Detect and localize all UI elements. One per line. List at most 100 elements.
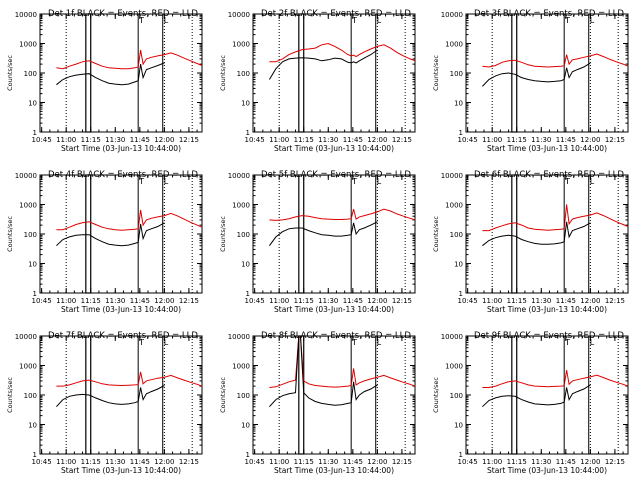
y-tick-label: 1000 xyxy=(19,202,37,210)
y-tick-label: 10000 xyxy=(441,172,463,180)
x-tick-label: 11:15 xyxy=(507,297,527,305)
y-tick-label: 1 xyxy=(33,290,37,298)
x-tick-label: 11:15 xyxy=(294,458,314,466)
y-tick-label: 1 xyxy=(246,451,250,459)
x-axis-label: Start Time (03-Jun-13 10:44:00) xyxy=(61,144,181,153)
x-tick-label: 11:30 xyxy=(318,136,338,144)
x-tick-label: 11:45 xyxy=(130,458,150,466)
events-series-line xyxy=(56,222,165,247)
y-tick-label: 10 xyxy=(454,100,463,108)
y-tick-label: 1000 xyxy=(232,202,250,210)
x-tick-label: 12:00 xyxy=(154,136,174,144)
events-series-line xyxy=(268,221,378,246)
y-tick-label: 10 xyxy=(241,422,250,430)
x-tick-label: 12:00 xyxy=(367,297,387,305)
y-tick-label: 10 xyxy=(28,422,37,430)
x-tick-label: 11:15 xyxy=(81,458,101,466)
marker-flag-T: T xyxy=(564,16,570,25)
panel-5: Det 5f BLACK = Events, RED = LLD11010010… xyxy=(219,170,416,314)
y-tick-label: 100 xyxy=(237,70,250,78)
y-tick-label: 1000 xyxy=(445,363,463,371)
x-tick-label: 10:45 xyxy=(245,458,265,466)
x-tick-label: 10:45 xyxy=(458,458,478,466)
y-axis-label: Counts/sec xyxy=(6,377,14,413)
y-axis-label: Counts/sec xyxy=(6,55,14,91)
lld-series-line xyxy=(482,370,629,388)
marker-flag-L: L xyxy=(164,338,169,347)
marker-flag-L: L xyxy=(164,177,169,186)
marker-flag-T: T xyxy=(138,177,144,186)
y-tick-label: 1000 xyxy=(232,363,250,371)
y-tick-label: 100 xyxy=(237,392,250,400)
x-tick-label: 12:00 xyxy=(154,458,174,466)
y-tick-label: 100 xyxy=(450,231,463,239)
y-tick-label: 10 xyxy=(28,100,37,108)
panel-9: Det 9f BLACK = Events, RED = LLD11010010… xyxy=(432,331,629,475)
plot-frame xyxy=(252,174,416,294)
x-tick-label: 11:00 xyxy=(269,297,289,305)
events-series-line xyxy=(268,49,378,80)
x-axis-label: Start Time (03-Jun-13 10:44:00) xyxy=(487,466,607,475)
events-series-line xyxy=(482,62,591,87)
y-tick-label: 10000 xyxy=(228,11,250,19)
y-axis-label: Counts/sec xyxy=(6,216,14,252)
x-tick-label: 11:30 xyxy=(318,458,338,466)
interval-box xyxy=(298,174,305,294)
y-tick-label: 10000 xyxy=(15,172,37,180)
x-tick-label: 11:30 xyxy=(531,136,551,144)
lld-series-line xyxy=(482,204,629,232)
x-tick-label: 12:15 xyxy=(605,458,625,466)
x-tick-label: 10:45 xyxy=(458,136,478,144)
events-series-line xyxy=(482,221,591,247)
x-tick-label: 12:00 xyxy=(580,458,600,466)
lld-series-line xyxy=(56,49,203,70)
x-tick-label: 12:15 xyxy=(179,458,199,466)
plot-frame xyxy=(39,174,203,294)
plot-frame xyxy=(39,335,203,455)
y-axis-label: Counts/sec xyxy=(219,377,227,413)
y-tick-label: 10000 xyxy=(15,333,37,341)
marker-flag-T: T xyxy=(351,177,357,186)
panel-8: Det 8f BLACK = Events, RED = LLD11010010… xyxy=(219,331,416,475)
y-tick-label: 10000 xyxy=(15,11,37,19)
x-axis-label: Start Time (03-Jun-13 10:44:00) xyxy=(274,466,394,475)
x-tick-label: 12:15 xyxy=(179,136,199,144)
marker-flag-L: L xyxy=(590,338,595,347)
x-tick-label: 12:00 xyxy=(367,458,387,466)
x-tick-label: 11:15 xyxy=(507,458,527,466)
interval-box xyxy=(511,335,518,455)
y-tick-label: 100 xyxy=(24,392,37,400)
x-tick-label: 11:30 xyxy=(531,297,551,305)
plot-frame xyxy=(252,13,416,133)
events-series-line xyxy=(482,384,591,408)
x-tick-label: 11:15 xyxy=(81,136,101,144)
x-axis-label: Start Time (03-Jun-13 10:44:00) xyxy=(274,305,394,314)
lld-series-line xyxy=(482,53,629,68)
x-tick-label: 11:45 xyxy=(343,297,363,305)
x-tick-label: 12:15 xyxy=(605,297,625,305)
x-tick-label: 11:00 xyxy=(482,136,502,144)
x-tick-label: 10:45 xyxy=(32,297,52,305)
interval-box xyxy=(511,174,518,294)
x-tick-label: 11:30 xyxy=(318,297,338,305)
y-tick-label: 100 xyxy=(24,70,37,78)
x-axis-label: Start Time (03-Jun-13 10:44:00) xyxy=(487,144,607,153)
y-tick-label: 10000 xyxy=(441,333,463,341)
y-tick-label: 10 xyxy=(454,422,463,430)
y-tick-label: 1 xyxy=(459,451,463,459)
x-tick-label: 11:45 xyxy=(130,136,150,144)
x-tick-label: 11:30 xyxy=(105,297,125,305)
x-axis-label: Start Time (03-Jun-13 10:44:00) xyxy=(274,144,394,153)
y-tick-label: 1 xyxy=(246,290,250,298)
x-tick-label: 11:00 xyxy=(56,297,76,305)
x-tick-label: 11:45 xyxy=(556,136,576,144)
x-tick-label: 12:00 xyxy=(367,136,387,144)
y-tick-label: 1000 xyxy=(445,202,463,210)
x-tick-label: 11:15 xyxy=(294,297,314,305)
x-axis-label: Start Time (03-Jun-13 10:44:00) xyxy=(61,466,181,475)
interval-box xyxy=(298,13,305,133)
plot-frame xyxy=(465,174,629,294)
y-tick-label: 10 xyxy=(454,261,463,269)
panel-1: Det 1f BLACK = Events, RED = LLD11010010… xyxy=(6,9,203,153)
lld-series-line xyxy=(269,208,416,221)
